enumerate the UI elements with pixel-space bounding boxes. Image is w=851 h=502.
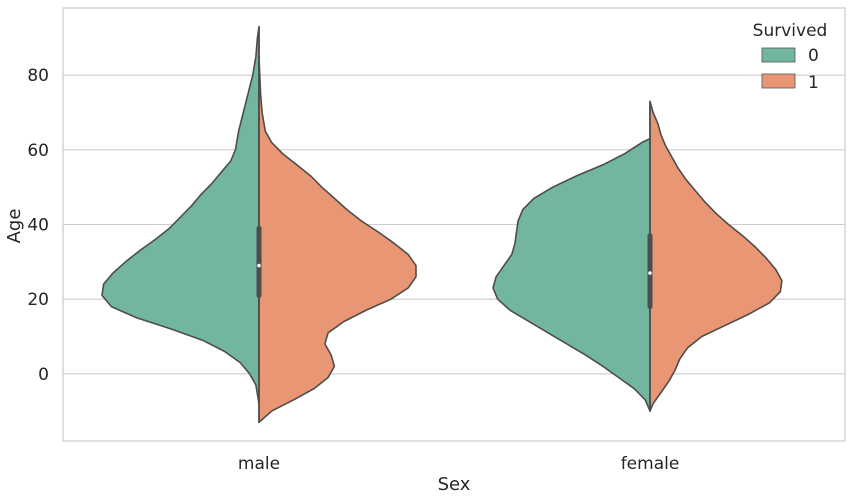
y-axis-title: Age [4, 209, 25, 244]
legend: Survived 0 1 [753, 21, 828, 93]
legend-swatch-1 [761, 73, 796, 89]
legend-label-0: 0 [808, 46, 819, 66]
violin-half-female-1 [649, 100, 783, 412]
x-ticks: male female [238, 454, 679, 474]
legend-swatch-0 [761, 47, 796, 63]
inner-boxes [256, 225, 653, 310]
median-dot [648, 271, 652, 275]
violin-half-male-0 [101, 25, 260, 405]
y-tick-label: 0 [38, 365, 49, 385]
y-tick-label: 20 [27, 290, 49, 310]
x-tick-label: female [621, 454, 680, 474]
y-tick-label: 60 [27, 141, 49, 161]
legend-label-1: 1 [808, 73, 819, 93]
median-dot [257, 263, 261, 268]
legend-title: Survived [753, 21, 828, 41]
violin-half-female-0 [492, 137, 651, 412]
x-axis-title: Sex [438, 474, 471, 495]
y-tick-label: 80 [27, 66, 49, 86]
y-tick-label: 40 [27, 216, 49, 236]
violins [101, 25, 783, 424]
y-ticks: 0 20 40 60 80 [27, 66, 49, 385]
x-tick-label: male [238, 454, 280, 474]
violin-half-male-1 [258, 55, 417, 424]
